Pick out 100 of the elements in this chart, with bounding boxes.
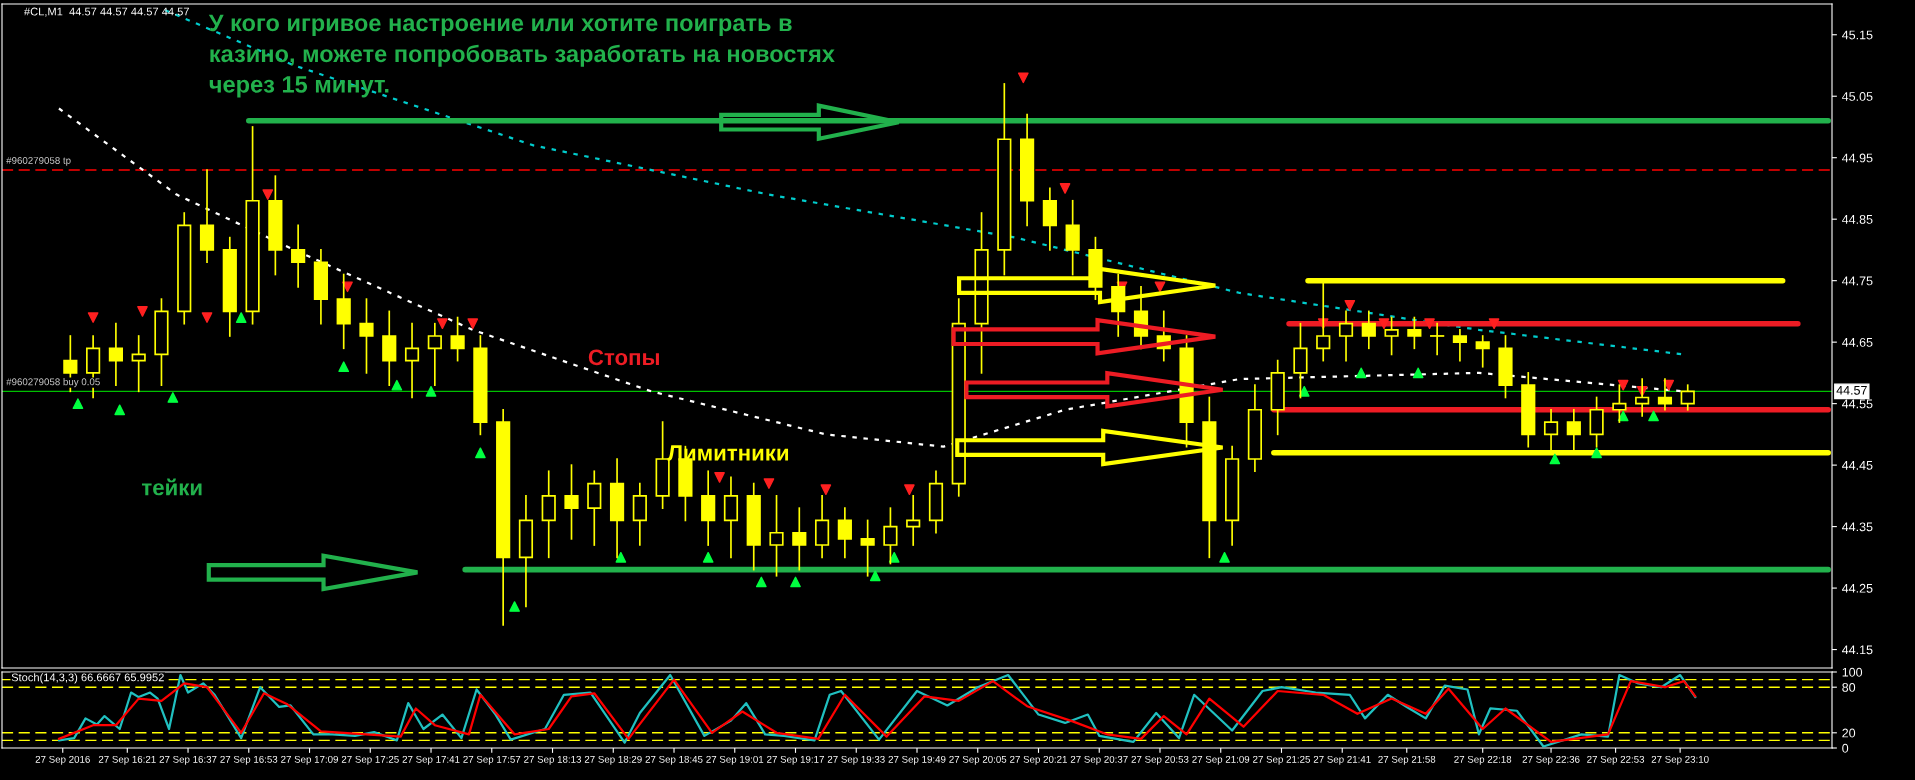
candlestick (1407, 316, 1422, 350)
point (467, 318, 479, 330)
point (475, 447, 486, 459)
point (1219, 551, 1230, 563)
x-tick-label: 27 Sep 18:29 (584, 755, 642, 765)
y-tick-label: 45.05 (1842, 92, 1873, 101)
annotation: Stoch(14,3,3) 66.6667 65.9952 (11, 673, 164, 684)
candlestick (427, 322, 442, 387)
point (790, 576, 801, 588)
x-tick-label: 27 Sep 17:25 (341, 755, 399, 765)
x-tick-label: 27 Sep 22:18 (1454, 755, 1512, 765)
candlestick (906, 495, 921, 546)
point (87, 312, 99, 323)
point (1378, 318, 1390, 330)
point (1617, 410, 1629, 422)
point (437, 318, 448, 330)
point (72, 398, 84, 409)
point (201, 312, 213, 323)
point (1017, 72, 1029, 84)
y-tick-label: 20 (1842, 728, 1856, 738)
point (1154, 281, 1166, 293)
annotation: Стопы (588, 349, 659, 366)
candlestick (1430, 322, 1445, 356)
y-tick-label: 80 (1842, 683, 1856, 692)
x-tick-label: 27 Sep 17:09 (281, 755, 338, 765)
ref-line-label: #960279058 tp (6, 157, 71, 166)
candlestick (450, 316, 465, 362)
candlestick (1475, 335, 1490, 368)
candlestick (359, 298, 374, 374)
x-tick-label: 27 Sep 17:41 (402, 755, 460, 765)
y-tick-label: 44.45 (1842, 461, 1873, 470)
point (167, 392, 179, 403)
x-tick-label: 27 Sep 18:13 (524, 755, 582, 765)
x-tick-label: 27 Sep 16:53 (220, 755, 278, 765)
y-tick-label: 44.85 (1842, 214, 1873, 224)
x-tick-label: 27 Sep 19:33 (827, 755, 885, 765)
point (1591, 447, 1602, 459)
x-tick-label: 27 Sep 20:05 (949, 755, 1007, 765)
point (1298, 385, 1310, 397)
candlestick (883, 507, 898, 565)
annotation: #CL,M1 44.57 44.57 44.57 44.57 (24, 7, 189, 17)
point (702, 551, 714, 563)
point (262, 189, 274, 200)
point (1617, 379, 1629, 391)
candlestick (1657, 378, 1673, 411)
point (615, 551, 627, 563)
candlestick (404, 322, 420, 399)
y-tick-label: 44.55 (1842, 399, 1873, 409)
ref-line-label: #960279058 buy 0.05 (6, 378, 100, 388)
point (1663, 379, 1675, 391)
point (1344, 299, 1356, 311)
candlestick (564, 464, 579, 540)
point (820, 484, 832, 496)
x-tick-label: 27 Sep 22:36 (1522, 755, 1580, 765)
point (904, 484, 915, 496)
x-tick-label: 27 Sep 20:37 (1070, 755, 1128, 765)
x-tick-label: 27 Sep 21:58 (1378, 755, 1436, 765)
candlestick (291, 224, 306, 288)
x-tick-label: 27 Sep 21:25 (1253, 755, 1310, 765)
x-tick-label: 27 Sep 16:21 (98, 755, 156, 765)
candlestick (131, 335, 146, 393)
y-tick-label: 44.35 (1842, 522, 1873, 532)
candlestick (792, 507, 807, 571)
x-tick-label: 27 Sep 21:41 (1313, 755, 1371, 765)
point (888, 551, 900, 563)
x-tick-label: 27 Sep 20:53 (1131, 755, 1189, 765)
candlestick (108, 322, 123, 387)
candlestick (1361, 310, 1376, 350)
y-tick-label: 45.15 (1842, 30, 1873, 40)
annotation: 44.57 (1836, 385, 1867, 395)
y-tick-label: 44.95 (1842, 153, 1873, 163)
candlestick (1612, 384, 1627, 423)
x-tick-label: 27 Sep 19:17 (767, 755, 824, 765)
point (1059, 183, 1071, 194)
y-tick-label: 44.75 (1842, 276, 1873, 286)
point (509, 601, 520, 612)
point (763, 478, 775, 489)
x-tick-label: 27 Sep 21:09 (1192, 755, 1250, 765)
y-tick-label: 0 (1842, 743, 1849, 753)
point (714, 472, 725, 483)
candlestick (1338, 310, 1354, 362)
point (1355, 367, 1367, 379)
candlestick (1452, 329, 1468, 362)
y-tick-label: 44.15 (1842, 645, 1873, 655)
x-tick-label: 27 Sep 2016 (35, 755, 90, 765)
point (338, 361, 350, 373)
point (114, 404, 126, 416)
annotation: тейки (141, 478, 202, 496)
point (1648, 410, 1659, 422)
point (869, 570, 881, 582)
candlestick (860, 519, 875, 577)
candlestick (769, 495, 784, 577)
x-tick-label: 27 Sep 22:53 (1587, 755, 1645, 765)
x-tick-label: 27 Sep 19:49 (888, 755, 946, 765)
x-tick-label: 27 Sep 23:10 (1651, 755, 1709, 765)
x-tick-label: 27 Sep 17:57 (463, 755, 521, 765)
point (1549, 453, 1561, 465)
point (342, 281, 353, 293)
y-tick-label: 44.25 (1842, 583, 1873, 593)
x-tick-label: 27 Sep 16:37 (159, 755, 217, 765)
